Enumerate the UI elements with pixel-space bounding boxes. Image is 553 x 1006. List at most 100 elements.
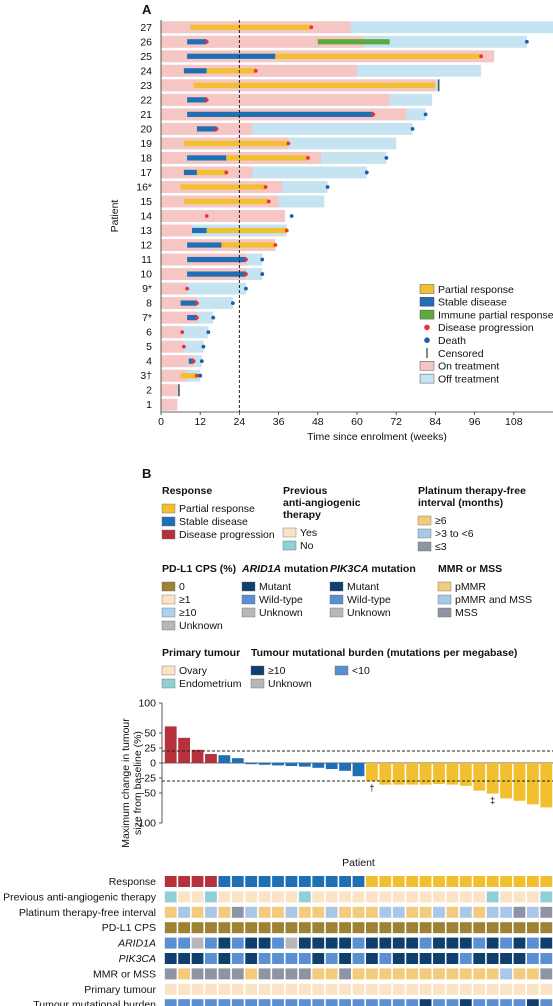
heatmap-cell (298, 876, 311, 887)
heatmap-row-label: ARID1A (117, 938, 156, 950)
heatmap-cell (164, 937, 177, 949)
legend-label: Off treatment (438, 373, 499, 385)
heatmap-cell (366, 937, 378, 949)
legend-swatch (241, 594, 256, 605)
legend-group-title: anti-angiogenic (283, 497, 361, 509)
heatmap-cell (392, 906, 405, 918)
heatmap-cell (218, 983, 231, 995)
death-dot (364, 170, 369, 175)
patient-row: 13 (140, 224, 289, 237)
on-treatment-bar (161, 340, 184, 353)
death-dot (199, 359, 204, 364)
waterfall-bar (258, 763, 271, 765)
death-dot (201, 344, 206, 349)
heatmap-cell (446, 937, 459, 949)
stable-disease-bar (180, 300, 197, 306)
patient-row: 7* (142, 311, 216, 324)
heatmap-cell (366, 922, 378, 934)
waterfall-bar (446, 763, 459, 785)
heatmap-cell (352, 906, 365, 918)
waterfall-bar (352, 763, 365, 777)
x-tick-label: 36 (273, 416, 285, 428)
y-axis-title-line1: Maximum change in tumour (120, 718, 132, 848)
legend-swatch (419, 361, 435, 371)
heatmap-cell (433, 968, 445, 980)
waterfall-bar (419, 763, 432, 785)
heatmap-cell (231, 968, 244, 980)
heatmap-cell (218, 999, 231, 1006)
heatmap-cell (513, 953, 526, 964)
legend-marker (424, 324, 430, 331)
death-dot (289, 214, 294, 218)
heatmap-cell (218, 891, 231, 903)
heatmap-cell (178, 906, 191, 918)
patient-label: 8 (146, 298, 152, 310)
heatmap-cell (446, 891, 459, 903)
heatmap-cell (245, 983, 258, 995)
heatmap-row-label: PIK3CA (119, 953, 156, 965)
heatmap-cell (352, 953, 365, 964)
heatmap-cell (325, 891, 338, 903)
heatmap-cell (473, 968, 486, 980)
y-tick-label: -50 (141, 788, 156, 800)
legend-group-title: ARID1A mutation (241, 563, 328, 575)
heatmap-cell (419, 906, 432, 918)
heatmap-cell (392, 999, 405, 1006)
heatmap-cell (459, 906, 472, 918)
x-tick-label: 60 (351, 416, 363, 428)
heatmap-cell (205, 999, 217, 1006)
heatmap-cell (446, 906, 459, 918)
patient-label: 23 (140, 80, 152, 92)
heatmap-cell (258, 968, 271, 980)
heatmap-cell (352, 937, 365, 949)
heatmap-cell (245, 922, 258, 934)
heatmap-cell (205, 922, 217, 934)
legend-label: Stable disease (438, 297, 507, 309)
legend-swatch (419, 309, 435, 320)
patient-label: 27 (140, 22, 152, 34)
heatmap-cell (486, 983, 499, 995)
heatmap-row: Response (109, 876, 553, 888)
heatmap-cell (500, 876, 512, 887)
heatmap-cell (325, 937, 338, 949)
heatmap-row-label: Tumour mutational burden (33, 999, 156, 1006)
heatmap-row-label: Platinum therapy-free interval (19, 907, 156, 919)
heatmap-cell (379, 983, 392, 995)
heatmap-cell (312, 891, 325, 903)
legend-label: On treatment (438, 361, 499, 373)
heatmap-cell (392, 983, 405, 995)
heatmap-cell (352, 968, 365, 980)
waterfall-bar (339, 763, 351, 771)
heatmap-cell (379, 953, 392, 964)
heatmap-cell (231, 876, 244, 887)
legend-death: Death (424, 335, 466, 347)
waterfall-bar (379, 763, 392, 785)
disease-progression-dot (204, 39, 209, 44)
death-dot (244, 286, 248, 291)
heatmap-cell (245, 937, 258, 949)
heatmap-cell (178, 968, 191, 980)
heatmap-cell (526, 891, 539, 903)
death-dot (410, 126, 415, 131)
disease-progression-dot (224, 170, 229, 175)
heatmap-cell (178, 937, 191, 949)
stable-disease-bar (188, 358, 194, 364)
heatmap-cell (312, 876, 325, 887)
heatmap-cell (446, 968, 459, 980)
patient-row: 12 (140, 239, 278, 252)
waterfall-bar (513, 763, 526, 801)
heatmap-cell (433, 983, 445, 995)
on-treatment-bar (161, 35, 364, 48)
heatmap-cell (513, 876, 526, 887)
heatmap-cell (513, 922, 526, 934)
heatmap-cell (164, 906, 177, 918)
legend-swatch (161, 620, 176, 631)
patient-row: 20 (140, 122, 415, 135)
x-tick-label: 0 (158, 416, 164, 428)
legend-item-label: Unknown (179, 620, 223, 632)
patient-label: 5 (146, 341, 152, 353)
legend-label: Immune partial response (438, 309, 553, 321)
